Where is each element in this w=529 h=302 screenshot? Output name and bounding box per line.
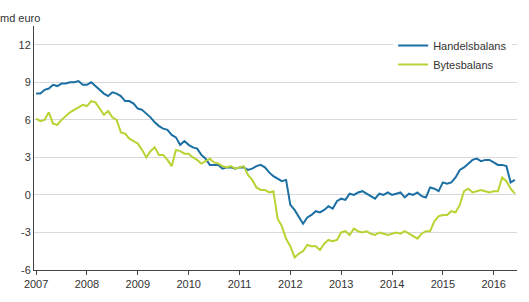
svg-text:2011: 2011 bbox=[228, 278, 252, 290]
svg-text:2010: 2010 bbox=[176, 278, 200, 290]
svg-text:md euro: md euro bbox=[0, 12, 40, 24]
svg-text:9: 9 bbox=[25, 76, 31, 88]
svg-text:Handelsbalans: Handelsbalans bbox=[433, 40, 506, 52]
svg-text:-6: -6 bbox=[21, 264, 31, 276]
svg-text:Bytesbalans: Bytesbalans bbox=[433, 59, 493, 71]
svg-text:2015: 2015 bbox=[431, 278, 455, 290]
svg-text:0: 0 bbox=[25, 189, 31, 201]
svg-text:2008: 2008 bbox=[75, 278, 99, 290]
svg-text:2007: 2007 bbox=[24, 278, 48, 290]
svg-text:2009: 2009 bbox=[126, 278, 150, 290]
svg-text:3: 3 bbox=[25, 151, 31, 163]
svg-text:2014: 2014 bbox=[380, 278, 404, 290]
svg-text:6: 6 bbox=[25, 114, 31, 126]
svg-text:12: 12 bbox=[19, 39, 31, 51]
svg-text:2012: 2012 bbox=[278, 278, 302, 290]
svg-text:-3: -3 bbox=[21, 226, 31, 238]
svg-text:2013: 2013 bbox=[329, 278, 353, 290]
svg-text:2016: 2016 bbox=[481, 278, 505, 290]
